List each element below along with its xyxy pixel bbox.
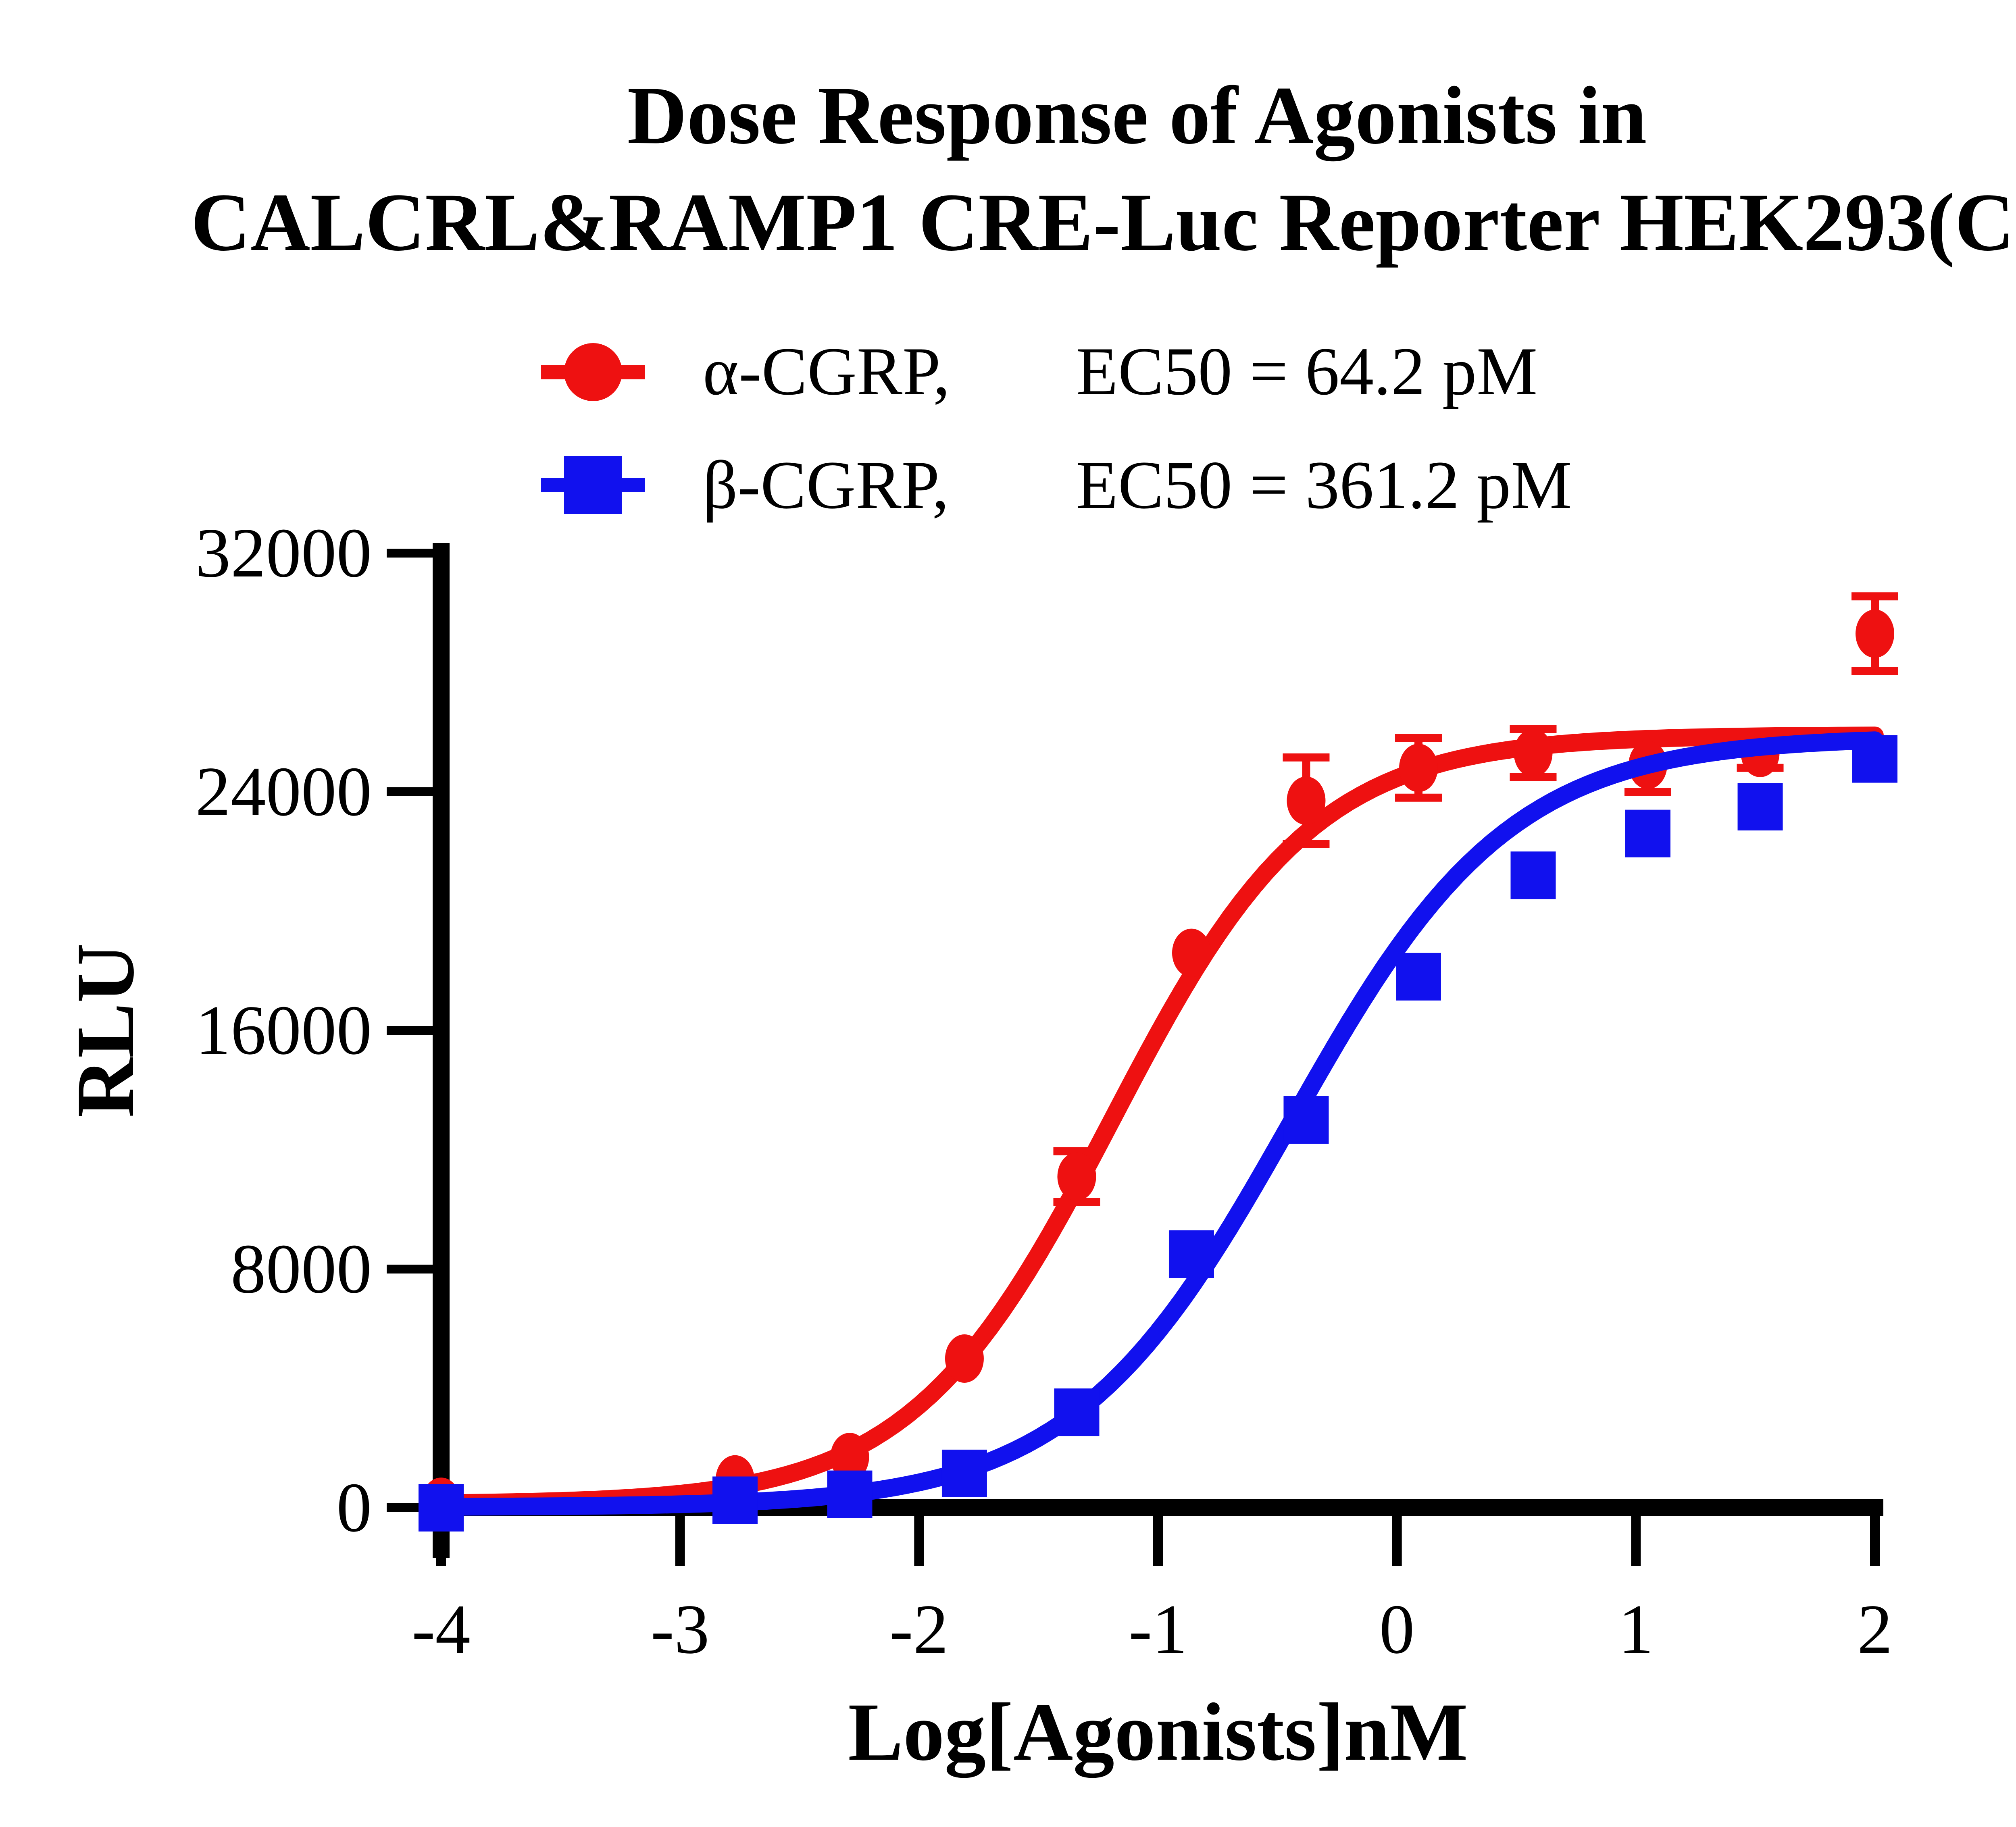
data-point-beta [1737, 783, 1783, 830]
legend-label-beta: β-CGRP, [703, 447, 949, 523]
axes: 0 8000 16000 24000 32000 -4 -3 -2 -1 0 1 2 [196, 514, 1893, 1668]
legend-marker-square-icon [564, 456, 622, 514]
data-point-beta [1283, 1096, 1329, 1144]
y-tick-label: 16000 [196, 991, 372, 1069]
data-point-alpha [1514, 728, 1553, 777]
data-point-alpha [1057, 1152, 1096, 1201]
y-axis-label: RLU [60, 943, 151, 1118]
data-point-beta [1510, 851, 1556, 899]
x-tick-label: 2 [1857, 1590, 1893, 1668]
data-point-alpha [830, 1433, 869, 1482]
legend-ec50-alpha: EC50 = 64.2 pM [1076, 333, 1537, 409]
data-point-beta [941, 1449, 987, 1497]
x-tick-label: -3 [651, 1590, 710, 1668]
y-tick-label: 32000 [196, 514, 372, 592]
legend-ec50-beta: EC50 = 361.2 pM [1076, 447, 1572, 523]
x-tick-label: -2 [889, 1590, 948, 1668]
x-tick-label: 1 [1618, 1590, 1654, 1668]
series-beta [419, 731, 1897, 1532]
data-point-beta [1852, 735, 1897, 783]
data-point-alpha [1287, 776, 1326, 825]
legend-marker-circle-icon [564, 343, 622, 401]
chart-title-line2: CALCRL&RAMP1 CRE-Luc Reporter HEK293(C1) [191, 177, 2016, 268]
data-point-beta [1396, 953, 1441, 1001]
x-tick-label: -1 [1129, 1590, 1187, 1668]
data-point-beta [419, 1484, 464, 1532]
data-point-alpha [945, 1334, 984, 1383]
chart-title-line1: Dose Response of Agonists in [627, 70, 1647, 161]
y-tick-label: 24000 [196, 752, 372, 830]
plot-area [419, 592, 1898, 1532]
curve-beta [432, 731, 1884, 1516]
x-tick-label: 0 [1379, 1590, 1415, 1668]
series-alpha [422, 592, 1898, 1526]
data-point-alpha [1172, 928, 1211, 977]
data-point-alpha [1399, 743, 1438, 792]
y-tick-label: 8000 [231, 1230, 372, 1308]
x-tick-label: -4 [412, 1590, 471, 1668]
y-tick-label: 0 [337, 1468, 372, 1546]
legend: α-CGRP, EC50 = 64.2 pM β-CGRP, EC50 = 36… [541, 333, 1572, 523]
data-point-beta [1054, 1388, 1100, 1436]
data-point-beta [712, 1476, 758, 1524]
legend-label-alpha: α-CGRP, [703, 333, 950, 409]
data-point-beta [1168, 1230, 1214, 1278]
x-axis-label: Log[Agonists]nM [848, 1686, 1468, 1778]
data-point-alpha [1856, 609, 1894, 658]
data-point-beta [1625, 809, 1670, 857]
data-point-beta [827, 1470, 873, 1518]
legend-markers [541, 343, 645, 514]
